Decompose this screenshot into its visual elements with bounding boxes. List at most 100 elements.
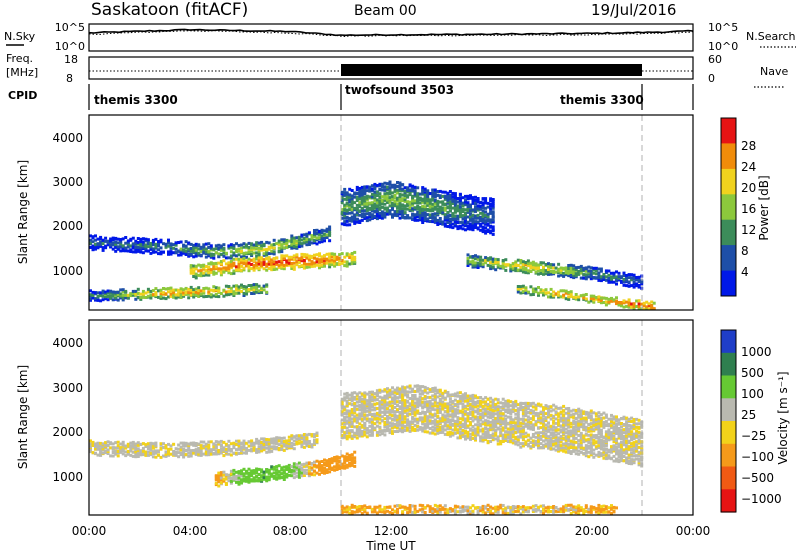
velocity-cell (421, 405, 425, 409)
velocity-cell (219, 443, 223, 447)
velocity-cell (499, 430, 503, 434)
velocity-cell (162, 454, 165, 458)
velocity-cell (380, 429, 384, 433)
velocity-cell (343, 405, 347, 409)
velocity-cell (363, 415, 367, 419)
power-cell (242, 294, 246, 297)
power-cell (229, 256, 233, 260)
power-cell (443, 206, 447, 210)
velocity-cell (222, 454, 226, 458)
velocity-cell (504, 430, 508, 434)
power-cell (262, 267, 266, 271)
power-cell (406, 214, 410, 218)
velocity-cell (343, 433, 347, 437)
power-cell (315, 231, 319, 235)
power-cell (227, 290, 231, 294)
power-cell (267, 260, 271, 264)
power-cell (320, 231, 324, 235)
velocity-cell (443, 418, 447, 422)
power-cell (589, 274, 593, 278)
velocity-cell (401, 388, 405, 392)
velocity-cell (353, 409, 357, 413)
power-cell (448, 193, 452, 197)
velocity-cell (267, 471, 271, 475)
power-cell (491, 198, 495, 201)
velocity-cell (313, 441, 316, 445)
power-cell (572, 267, 576, 271)
velocity-cell (179, 445, 183, 449)
velocity-cell (547, 415, 550, 419)
power-cell (302, 259, 306, 262)
power-cell (360, 213, 364, 216)
power-cell (411, 196, 415, 200)
velocity-cell (224, 481, 228, 485)
velocity-cell (134, 448, 138, 451)
velocity-cell (116, 454, 120, 458)
velocity-cell (270, 474, 274, 478)
power-cell (348, 197, 352, 201)
velocity-cell (345, 452, 349, 456)
power-cell (323, 254, 326, 258)
power-cell (310, 236, 314, 240)
velocity-cell (375, 431, 379, 434)
power-cell (542, 261, 545, 265)
power-cell (270, 258, 274, 262)
velocity-cell (235, 451, 238, 455)
velocity-cell (370, 418, 374, 422)
power-cell (194, 287, 198, 291)
power-cell (365, 206, 369, 210)
power-cell (393, 199, 397, 203)
velocity-cell (446, 431, 450, 435)
power-cell (604, 269, 608, 273)
velocity-cell (343, 425, 347, 429)
power-cell (154, 245, 158, 249)
power-cell (172, 295, 176, 299)
velocity-cell (531, 433, 535, 436)
velocity-cell (383, 421, 387, 424)
velocity-cell (224, 450, 228, 453)
velocity-cell (401, 385, 405, 389)
power-cell (428, 209, 432, 213)
velocity-cell (489, 436, 493, 439)
power-cell (386, 185, 389, 189)
power-cell (139, 292, 143, 296)
power-cell (461, 221, 465, 225)
velocity-cell (511, 403, 515, 407)
power-cell (189, 293, 193, 297)
velocity-cell (204, 450, 208, 454)
velocity-cell (212, 448, 216, 451)
velocity-cell (471, 408, 475, 411)
station-title: Saskatoon (fitACF) (91, 0, 248, 20)
nsky-right-tick-bottom: 10^0 (708, 40, 738, 53)
velocity-cell (438, 388, 442, 392)
power-cell (464, 216, 467, 219)
velocity-cell (466, 412, 470, 416)
power-cell (516, 258, 520, 262)
power-cell (242, 257, 246, 260)
power-cell (529, 266, 533, 270)
velocity-cell (534, 435, 538, 439)
velocity-cell (365, 417, 369, 421)
power-cell (436, 193, 440, 197)
power-cell (355, 203, 359, 207)
velocity-cell (272, 439, 276, 443)
velocity-cell (370, 395, 374, 399)
velocity-cell (151, 442, 155, 446)
power-cell (398, 199, 402, 203)
power-cell (350, 200, 354, 203)
power-cell (300, 252, 304, 256)
velocity-cell (544, 426, 548, 430)
power-cell (114, 249, 118, 253)
velocity-cell (297, 434, 301, 438)
power-cell (237, 247, 241, 251)
velocity-cell (516, 439, 520, 443)
power-cell (481, 209, 485, 213)
power-cell (612, 273, 616, 277)
velocity-cell (514, 442, 518, 446)
power-cell (325, 233, 329, 237)
velocity-cell (421, 419, 425, 423)
power-cell (197, 286, 201, 290)
power-cell (89, 234, 92, 238)
velocity-cell (237, 439, 241, 443)
velocity-cell (340, 412, 344, 416)
